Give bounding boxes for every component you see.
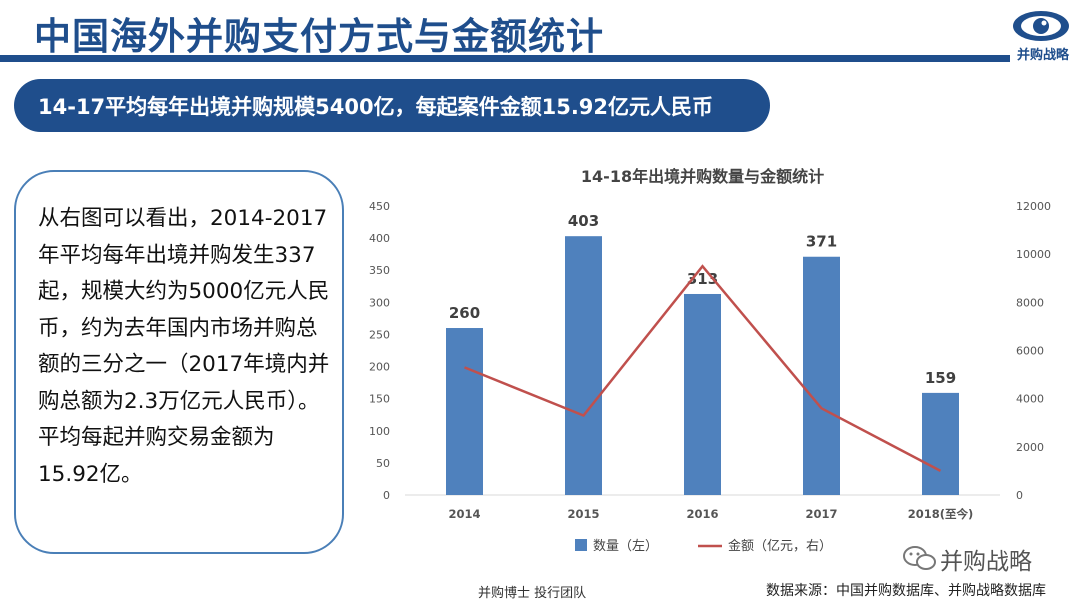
- bar: [446, 328, 483, 495]
- y2-tick-label: 10000: [1016, 248, 1051, 261]
- bar: [803, 256, 840, 495]
- data-source: 数据来源：中国并购数据库、并购战略数据库: [766, 583, 1046, 599]
- chart-title: 14-18年出境并购数量与金额统计: [581, 167, 824, 186]
- x-tick-label: 2017: [805, 507, 837, 521]
- y2-tick-label: 0: [1016, 489, 1023, 502]
- footer-team: 并购博士 投行团队: [478, 586, 587, 601]
- x-tick-label: 2014: [448, 507, 480, 521]
- x-tick-label: 2015: [567, 507, 599, 521]
- bar-data-label: 403: [568, 212, 599, 230]
- bar: [565, 236, 602, 495]
- legend-swatch-bar: [575, 539, 587, 551]
- title-divider: [0, 55, 1010, 62]
- legend-label: 数量（左）: [593, 539, 658, 554]
- y-tick-label: 50: [376, 457, 390, 470]
- x-tick-label: 2018(至今): [908, 507, 974, 521]
- y-tick-label: 250: [369, 328, 390, 341]
- y2-tick-label: 12000: [1016, 200, 1051, 213]
- y-tick-label: 350: [369, 264, 390, 277]
- y-tick-label: 100: [369, 425, 390, 438]
- legend-label: 金额（亿元，右）: [728, 538, 832, 554]
- headline-banner: [14, 79, 770, 132]
- y2-tick-label: 6000: [1016, 345, 1044, 358]
- wechat-account: 并购战略: [940, 549, 1032, 575]
- y-tick-label: 200: [369, 361, 390, 374]
- bar-data-label: 260: [449, 304, 480, 322]
- y2-tick-label: 4000: [1016, 393, 1044, 406]
- wechat-icon: [903, 546, 936, 570]
- chart: 14-18年出境并购数量与金额统计 0 50 100 150 200 250 300 350 40…: [369, 167, 1051, 554]
- y-tick-label: 450: [369, 200, 390, 213]
- bar-data-label: 371: [806, 233, 837, 251]
- bar-data-label: 159: [925, 369, 956, 387]
- bar: [922, 392, 959, 495]
- y-tick-label: 400: [369, 232, 390, 245]
- y-tick-label: 0: [383, 489, 390, 502]
- y-tick-label: 150: [369, 393, 390, 406]
- y2-tick-label: 2000: [1016, 441, 1044, 454]
- y2-tick-label: 8000: [1016, 296, 1044, 309]
- logo-text: 并购战略: [1016, 48, 1069, 63]
- note-text: 从右图可以看出，2014-2017年平均每年出境并购发生337起，规模大约为50…: [38, 206, 330, 487]
- x-tick-label: 2016: [686, 507, 718, 521]
- bar: [684, 293, 721, 495]
- eye-logo-icon: [1013, 11, 1069, 41]
- banner-text: 14-17平均每年出境并购规模5400亿，每起案件金额15.92亿元人民币: [38, 95, 714, 119]
- y-tick-label: 300: [369, 296, 390, 309]
- page-title: 中国海外并购支付方式与金额统计: [34, 15, 604, 58]
- note-box: [14, 170, 344, 554]
- series-line: [464, 264, 942, 473]
